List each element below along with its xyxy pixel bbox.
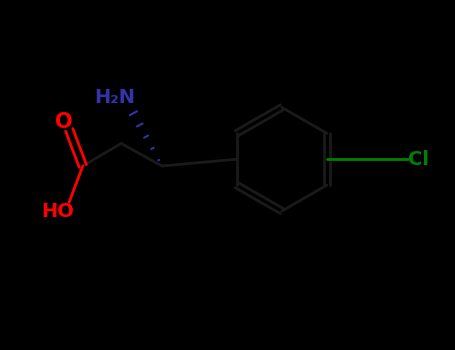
- Text: H₂N: H₂N: [94, 88, 135, 107]
- Text: HO: HO: [41, 203, 74, 222]
- Text: O: O: [55, 112, 73, 132]
- Text: Cl: Cl: [408, 150, 429, 169]
